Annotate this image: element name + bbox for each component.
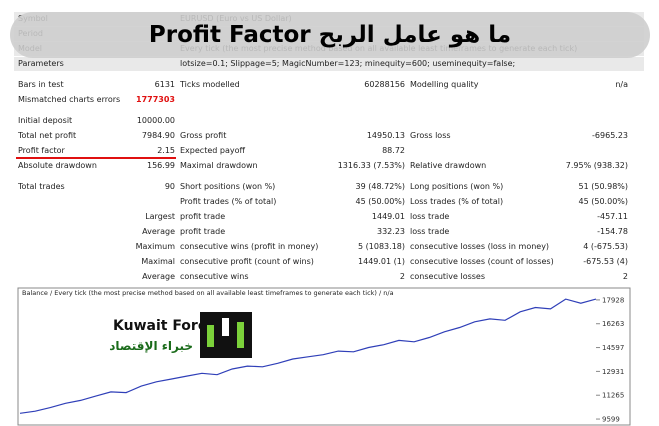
y-tick-label: 16263 xyxy=(602,320,624,328)
report-value: Average xyxy=(142,227,175,236)
report-value: Average xyxy=(142,272,175,281)
report-value: 45 (50.00%) xyxy=(578,197,628,206)
report-label: Short positions (won %) xyxy=(180,182,276,191)
logo: Kuwait Forex خبراء الإقتصاد xyxy=(109,312,252,358)
report-value: 14950.13 xyxy=(366,131,405,140)
report-value: 45 (50.00%) xyxy=(355,197,405,206)
report-label: consecutive wins (profit in money) xyxy=(180,242,319,251)
report-value: 1449.01 (1) xyxy=(358,257,405,266)
logo-candle xyxy=(222,318,229,336)
report-label: profit trade xyxy=(180,212,226,221)
report-label: Modelling quality xyxy=(410,80,479,89)
report-value: 332.23 xyxy=(377,227,405,236)
report-label: Relative drawdown xyxy=(410,161,487,170)
y-tick-label: 12931 xyxy=(602,368,624,376)
logo-name: Kuwait Forex xyxy=(113,318,216,334)
report-label: Gross loss xyxy=(410,131,451,140)
report-value: 156.99 xyxy=(147,161,175,170)
title: ما هو عامل الربح Profit Factor xyxy=(148,22,512,48)
report-value: -675.53 (4) xyxy=(583,257,628,266)
logo-candle xyxy=(237,322,244,348)
chart-title: Balance / Every tick (the most precise m… xyxy=(22,289,394,297)
y-tick-label: 11265 xyxy=(602,392,624,400)
report-label: consecutive profit (count of wins) xyxy=(180,257,314,266)
report-value: 4 (-675.53) xyxy=(583,242,628,251)
chart-frame xyxy=(17,287,631,426)
report-value: -154.78 xyxy=(597,227,628,236)
report-value: 1777303 xyxy=(136,95,175,104)
report-value: 6131 xyxy=(154,80,175,89)
logo-tagline: خبراء الإقتصاد xyxy=(109,339,193,353)
report-value: Largest xyxy=(145,212,175,221)
report-label: Total trades xyxy=(18,182,65,191)
setting-label: Parameters xyxy=(18,59,64,68)
report-label: Gross profit xyxy=(180,131,227,140)
report-value: n/a xyxy=(615,80,628,89)
report-value: -6965.23 xyxy=(592,131,628,140)
report-value: 10000.00 xyxy=(136,116,175,125)
report-label: Maximal drawdown xyxy=(180,161,258,170)
report-label: consecutive losses (loss in money) xyxy=(410,242,550,251)
report-value: Maximal xyxy=(141,257,175,266)
report-label: Profit factor xyxy=(18,146,65,155)
report-label: Expected payoff xyxy=(180,146,245,155)
row-band xyxy=(14,57,644,71)
report-label: Initial deposit xyxy=(18,116,73,125)
report-value: 2.15 xyxy=(157,146,175,155)
report-value: 39 (48.72%) xyxy=(355,182,405,191)
report-label: Bars in test xyxy=(18,80,64,89)
report-label: consecutive losses xyxy=(410,272,486,281)
report-value: 5 (1083.18) xyxy=(358,242,405,251)
report-label: Ticks modelled xyxy=(180,80,240,89)
report-label: Total net profit xyxy=(18,131,77,140)
report-value: 1449.01 xyxy=(371,212,405,221)
y-tick-label: 17928 xyxy=(602,296,624,304)
report-value: 7.95% (938.32) xyxy=(565,161,628,170)
logo-candle xyxy=(207,325,214,347)
report-label: profit trade xyxy=(180,227,226,236)
y-tick-label: 9599 xyxy=(602,416,620,424)
balance-line xyxy=(19,298,597,414)
report-value: Maximum xyxy=(135,242,175,251)
report-label: consecutive wins xyxy=(180,272,249,281)
setting-value: lotsize=0.1; Slippage=5; MagicNumber=123… xyxy=(180,59,516,68)
report-label: consecutive losses (count of losses) xyxy=(410,257,554,266)
report-label: loss trade xyxy=(410,227,450,236)
report-label: loss trade xyxy=(410,212,450,221)
report-value: 60288156 xyxy=(364,80,405,89)
report-label: Long positions (won %) xyxy=(410,182,504,191)
report-value: 2 xyxy=(399,272,405,281)
report-value: 1316.33 (7.53%) xyxy=(337,161,405,170)
y-tick-label: 14597 xyxy=(602,344,624,352)
report-label: Loss trades (% of total) xyxy=(410,197,504,206)
title-banner: ما هو عامل الربح Profit Factor xyxy=(10,12,650,58)
highlight-underline xyxy=(16,157,176,159)
report-value: 88.72 xyxy=(382,146,405,155)
report-value: 7984.90 xyxy=(141,131,175,140)
report-value: 2 xyxy=(622,272,628,281)
report-label: Mismatched charts errors xyxy=(18,95,121,104)
report-value: 51 (50.98%) xyxy=(578,182,628,191)
report-value: -457.11 xyxy=(597,212,628,221)
report-label: Profit trades (% of total) xyxy=(180,197,277,206)
report-value: 90 xyxy=(164,182,175,191)
report-label: Absolute drawdown xyxy=(18,161,97,170)
